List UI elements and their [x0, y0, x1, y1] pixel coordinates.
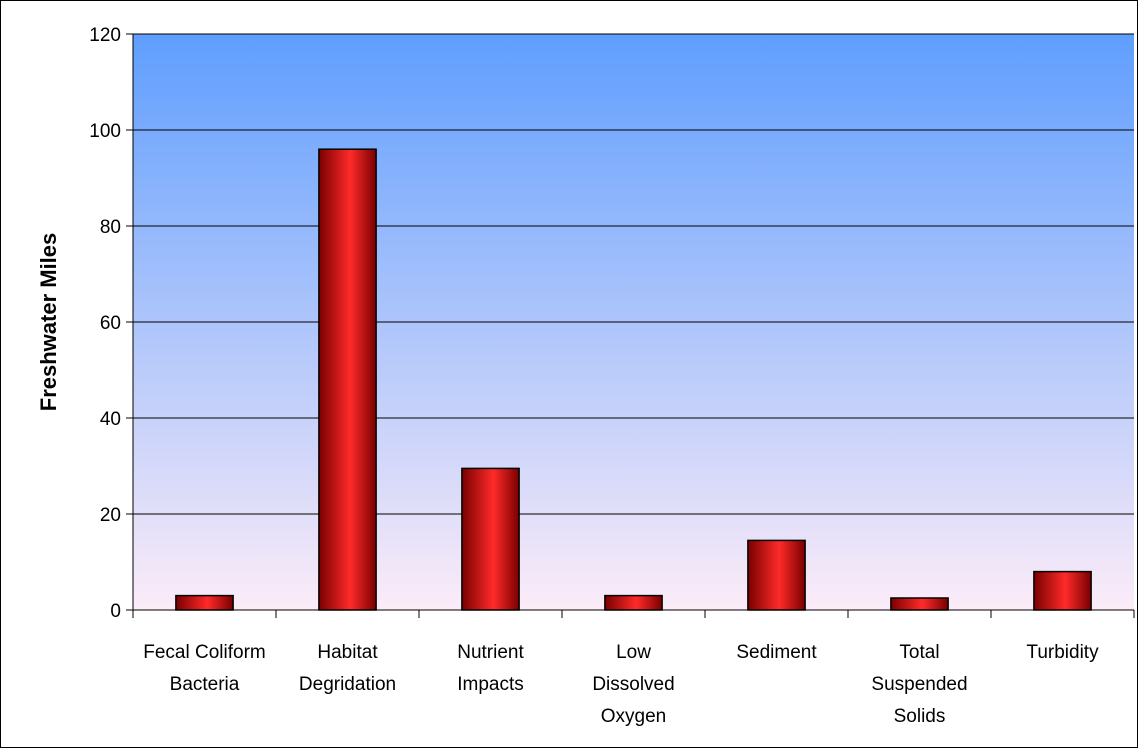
y-tick-label: 100: [89, 121, 121, 142]
x-category-label-line: Suspended: [871, 674, 967, 695]
x-category-label-line: Bacteria: [170, 674, 240, 695]
bar: [175, 594, 234, 611]
x-category-label: Habitat Degridation: [299, 642, 396, 695]
y-tick-label: 20: [100, 505, 121, 526]
x-category-label: Sediment: [736, 642, 817, 663]
gridlines: [133, 33, 1134, 515]
x-category-label-line: Dissolved: [592, 674, 674, 695]
x-category-labels: Fecal Coliform Bacteria Habitat Degridation…: [143, 642, 1099, 727]
x-category-label-line: Low: [616, 642, 651, 663]
y-axis-label: Freshwater Miles: [36, 233, 61, 412]
x-category-label-line: Turbidity: [1026, 642, 1099, 663]
bar: [461, 467, 520, 611]
y-tick-label: 40: [100, 409, 121, 430]
x-category-label-line: Solids: [894, 706, 946, 727]
axes: [126, 33, 1135, 618]
y-tick-label: 0: [110, 601, 121, 622]
y-tick-label: 120: [89, 25, 121, 46]
bars: [175, 148, 1092, 611]
x-category-label-line: Impacts: [457, 674, 524, 695]
x-category-label-line: Sediment: [736, 642, 817, 663]
y-tick-labels: 0 20 40 60 80 100 120: [89, 25, 121, 622]
bar: [318, 148, 377, 611]
x-category-label: Turbidity: [1026, 642, 1099, 663]
x-category-label: Nutrient Impacts: [457, 642, 524, 695]
x-category-label-line: Degridation: [299, 674, 396, 695]
bar: [890, 597, 949, 611]
x-category-label-line: Nutrient: [457, 642, 524, 663]
x-category-label: Fecal Coliform Bacteria: [143, 642, 265, 695]
x-category-label-line: Oxygen: [601, 706, 666, 727]
x-category-label-line: Fecal Coliform: [143, 642, 265, 663]
x-category-label-line: Habitat: [317, 642, 378, 663]
bar: [1033, 570, 1092, 611]
x-category-label-line: Total: [899, 642, 939, 663]
y-tick-label: 80: [100, 217, 121, 238]
bar: [747, 539, 806, 611]
bar: [604, 594, 663, 611]
x-category-label: Low Dissolved Oxygen: [592, 642, 674, 727]
x-category-label: Total Suspended Solids: [871, 642, 967, 727]
y-tick-label: 60: [100, 313, 121, 334]
